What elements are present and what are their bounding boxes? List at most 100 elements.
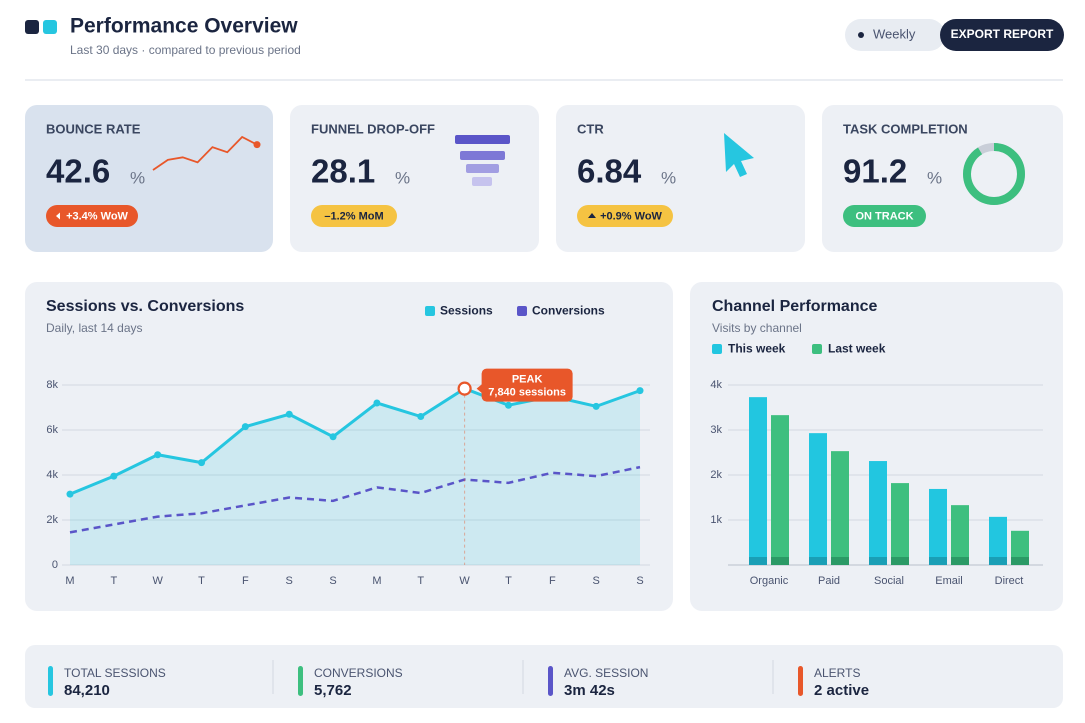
bar-base <box>1011 557 1029 565</box>
tooltip-pointer <box>476 383 483 394</box>
bar <box>891 483 909 565</box>
footer-label: AVG. SESSION <box>564 666 648 680</box>
footer-accent <box>798 666 803 696</box>
bar <box>869 461 887 565</box>
kpi-label: TASK COMPLETION <box>843 121 968 136</box>
footer-label: TOTAL SESSIONS <box>64 666 166 680</box>
area-fill <box>70 388 640 565</box>
export-button[interactable]: EXPORT REPORT <box>940 19 1064 51</box>
footer-label: CONVERSIONS <box>314 666 403 680</box>
point <box>285 410 293 418</box>
point <box>110 472 118 480</box>
tooltip-title: PEAK <box>512 374 543 386</box>
footer-accent <box>298 666 303 696</box>
cursor-icon <box>724 133 754 177</box>
point <box>66 490 74 498</box>
funnel-icon <box>455 135 510 144</box>
kpi-unit: % <box>661 168 676 187</box>
x-tick-label: W <box>459 575 470 587</box>
point <box>373 399 381 407</box>
badge-label: –1.2% MoM <box>324 210 383 222</box>
badge-label: +0.9% WoW <box>600 210 662 222</box>
kpi-unit: % <box>395 168 410 187</box>
bar-base <box>869 557 887 565</box>
x-tick-label: T <box>198 575 205 587</box>
y-tick-label: 1k <box>710 514 722 526</box>
bar-base <box>929 557 947 565</box>
funnel-icon <box>460 151 505 160</box>
page-title: Performance Overview <box>70 15 298 38</box>
point <box>636 387 644 395</box>
kpi-value: 42.6 <box>46 153 110 190</box>
kpi-unit: % <box>927 168 942 187</box>
x-tick-label: F <box>242 575 249 587</box>
badge-label: ON TRACK <box>855 210 913 222</box>
chart-subtitle: Visits by channel <box>712 321 802 335</box>
legend-swatch <box>812 344 822 354</box>
legend-label: Sessions <box>440 304 493 318</box>
kpi-value: 28.1 <box>311 153 375 190</box>
kpi-badge <box>577 205 673 227</box>
y-tick-label: 4k <box>710 379 722 391</box>
bar-base <box>809 557 827 565</box>
x-tick-label: T <box>417 575 424 587</box>
x-tick-label: Paid <box>818 575 840 587</box>
kpi-value: 91.2 <box>843 153 907 190</box>
kpi-badge <box>843 205 926 227</box>
x-tick-label: M <box>65 575 74 587</box>
bar <box>929 488 947 565</box>
bar-base <box>989 557 1007 565</box>
toggle-dot <box>858 32 864 38</box>
footer-value: 3m 42s <box>564 682 615 699</box>
chart-subtitle: Daily, last 14 days <box>46 321 143 335</box>
x-tick-label: F <box>549 575 556 587</box>
x-tick-label: Direct <box>995 575 1024 587</box>
footer-panel <box>25 645 1063 708</box>
bar-base <box>891 557 909 565</box>
x-tick-label: T <box>110 575 117 587</box>
y-tick-label: 3k <box>710 424 722 436</box>
footer-value: 84,210 <box>64 682 110 699</box>
button-label[interactable]: EXPORT REPORT <box>951 27 1054 41</box>
button-bg[interactable] <box>940 19 1064 51</box>
legend-label: This week <box>728 342 786 356</box>
kpi-label: BOUNCE RATE <box>46 121 141 136</box>
y-tick-label: 2k <box>710 469 722 481</box>
page-subtitle: Last 30 days · compared to previous peri… <box>70 43 301 57</box>
kpi-badge <box>46 205 138 227</box>
x-tick-label: T <box>505 575 512 587</box>
funnel-icon <box>472 177 492 186</box>
footer-value: 5,762 <box>314 682 352 699</box>
series-line <box>69 465 641 534</box>
point <box>329 433 337 441</box>
bar-base <box>831 557 849 565</box>
period-toggle[interactable]: Weekly <box>845 19 945 51</box>
x-tick-label: Social <box>874 575 904 587</box>
kpi-badge <box>311 205 397 227</box>
badge-icon <box>588 213 596 218</box>
x-tick-label: S <box>329 575 336 587</box>
y-tick-label: 2k <box>46 514 58 526</box>
logo-square <box>25 20 39 34</box>
footer-accent <box>548 666 553 696</box>
y-tick-label: 8k <box>46 379 58 391</box>
y-tick-label: 4k <box>46 469 58 481</box>
toggle-label[interactable]: Weekly <box>873 26 916 41</box>
kpi-value: 6.84 <box>577 153 642 190</box>
point <box>592 402 600 410</box>
toggle-bg[interactable] <box>845 19 945 51</box>
tooltip-text: 7,840 sessions <box>488 387 566 399</box>
badge-label: +3.4% WoW <box>66 210 128 222</box>
point <box>241 423 249 431</box>
bar <box>989 516 1007 565</box>
bar <box>809 433 827 565</box>
point <box>504 401 512 409</box>
y-tick-label: 6k <box>46 424 58 436</box>
bar <box>951 505 969 565</box>
peak-marker <box>457 381 472 396</box>
bar <box>831 451 849 565</box>
x-tick-label: S <box>286 575 293 587</box>
legend-label: Last week <box>828 342 886 356</box>
